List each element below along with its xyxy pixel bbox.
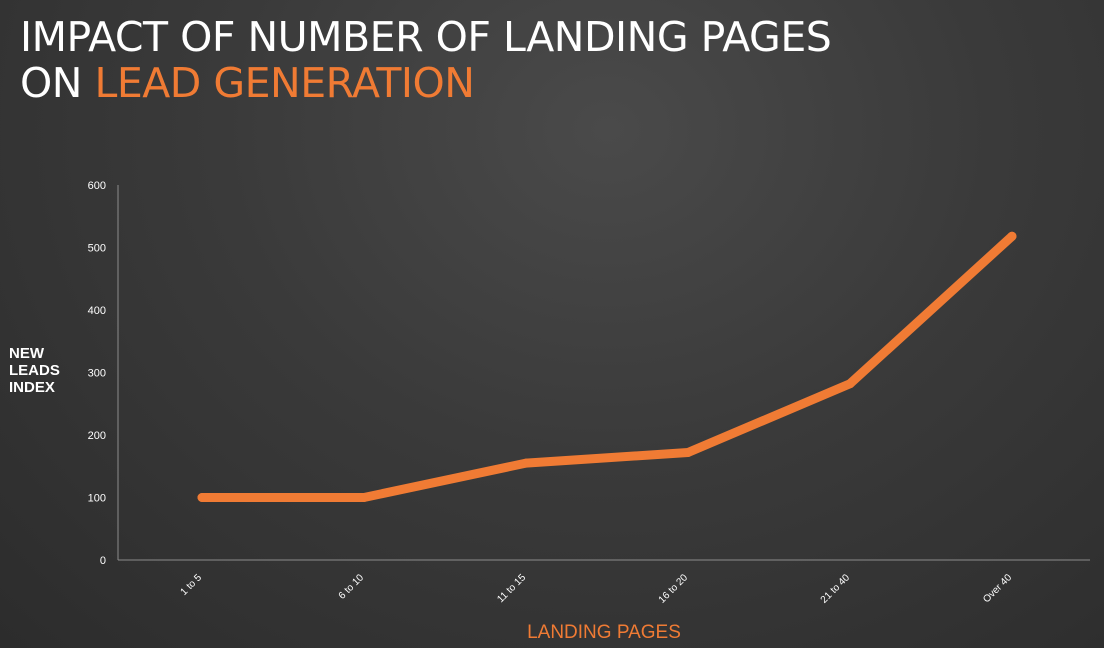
data-point: [197, 493, 207, 502]
y-axis-label: LEADS: [9, 362, 60, 379]
series-line: [197, 231, 1017, 502]
data-point: [359, 493, 369, 502]
title-line-1: IMPACT OF NUMBER OF LANDING PAGES: [20, 13, 832, 61]
x-tick-label: 11 to 15: [495, 572, 528, 605]
y-axis-label: INDEX: [9, 379, 55, 396]
x-tick-label: Over 40: [981, 572, 1014, 605]
data-point: [683, 448, 693, 457]
x-axis-label: LANDING PAGES: [527, 622, 681, 643]
page-title: IMPACT OF NUMBER OF LANDING PAGES ON LEA…: [20, 13, 832, 107]
data-point: [521, 458, 531, 468]
y-tick-label: 600: [88, 180, 106, 192]
y-tick-label: 0: [100, 555, 106, 567]
title-line-2-prefix: ON: [20, 59, 95, 107]
y-tick-label: 200: [88, 430, 106, 442]
x-tick-label: 1 to 5: [179, 572, 205, 598]
x-tick-label: 21 to 40: [819, 572, 853, 606]
y-tick-label: 400: [88, 305, 106, 317]
y-tick-label: 300: [88, 368, 106, 380]
data-point: [845, 379, 855, 389]
title-line-2-highlight: LEAD GENERATION: [94, 59, 475, 107]
y-axis-label: NEW: [9, 345, 45, 362]
x-tick-label: 6 to 10: [337, 572, 367, 602]
y-tick-label: 500: [88, 243, 106, 255]
data-point: [1007, 231, 1017, 241]
x-tick-label: 16 to 20: [657, 572, 691, 606]
y-tick-label: 100: [88, 493, 106, 505]
